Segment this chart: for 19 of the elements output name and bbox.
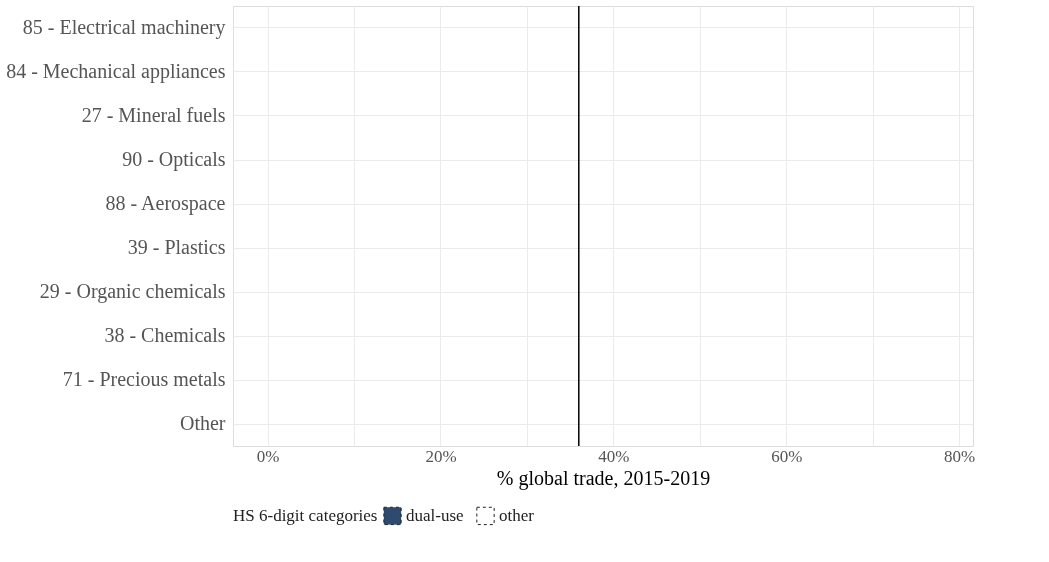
y-tick-label: 71 - Precious metals [62, 368, 226, 390]
y-tick-label: 85 - Electrical machinery [22, 16, 226, 39]
y-tick-label: 29 - Organic chemicals [39, 280, 226, 303]
y-tick-label: 90 - Opticals [122, 148, 226, 171]
x-tick-label: 0% [256, 446, 280, 466]
legend-title: HS 6-digit categories [233, 506, 378, 525]
legend-label: other [499, 505, 535, 525]
legend-label: dual-use [406, 505, 464, 525]
y-tick-label: 27 - Mineral fuels [81, 104, 226, 126]
y-tick-label: 88 - Aerospace [105, 192, 226, 215]
x-tick-label: 60% [771, 446, 803, 466]
x-tick-label: 40% [598, 446, 630, 466]
x-axis-title: % global trade, 2015-2019 [496, 466, 711, 490]
y-tick-label: 39 - Plastics [127, 236, 226, 258]
x-tick-label: 20% [425, 446, 457, 466]
y-tick-label: 84 - Mechanical appliances [6, 60, 226, 83]
x-tick-label: 80% [944, 446, 976, 466]
y-tick-label: 38 - Chemicals [104, 324, 226, 346]
y-tick-label: Other [179, 412, 226, 434]
